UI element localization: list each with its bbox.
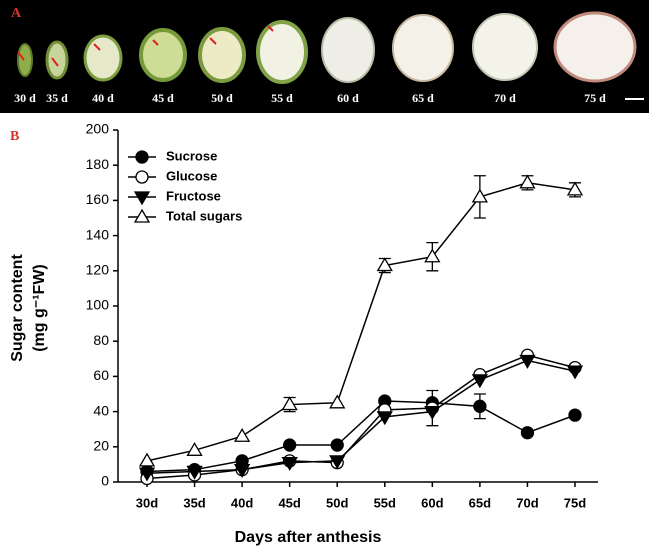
- x-tick-label: 55d: [374, 495, 396, 510]
- y-tick-label: 60: [93, 367, 109, 383]
- stage-label: 75 d: [584, 91, 606, 105]
- series-line: [146, 182, 576, 462]
- x-axis-title: Days after anthesis: [235, 529, 382, 546]
- x-tick-label: 70d: [516, 495, 538, 510]
- marker: [233, 464, 251, 478]
- x-tick-label: 35d: [183, 495, 205, 510]
- marker: [471, 374, 489, 389]
- y-axis-title: Sugar content: [9, 254, 26, 362]
- marker: [135, 170, 149, 184]
- marker: [281, 396, 298, 411]
- marker: [133, 208, 151, 223]
- x-tick-label: 45d: [278, 495, 300, 510]
- fruit-photos: [17, 11, 644, 100]
- series-line: [146, 359, 576, 474]
- panel-label: A: [11, 6, 22, 21]
- y-axis-title: (mg g⁻¹FW): [31, 264, 48, 352]
- stage-label: 70 d: [494, 91, 516, 105]
- marker: [281, 456, 298, 471]
- legend-label: Total sugars: [166, 208, 242, 223]
- marker: [283, 438, 297, 452]
- stage-label: 40 d: [92, 91, 114, 105]
- marker: [329, 394, 346, 409]
- marker: [330, 438, 344, 452]
- series-line: [146, 354, 576, 480]
- x-tick-label: 30d: [136, 495, 158, 510]
- x-tick-label: 50d: [326, 495, 348, 510]
- x-tick-label: 60d: [421, 495, 443, 510]
- plot: 0 20 40 60 80 100 120 140 160 180 200 30d 35d 40d 45d 5…: [86, 121, 598, 510]
- y-tick-label: 20: [93, 438, 109, 454]
- marker: [566, 181, 584, 196]
- marker: [568, 408, 582, 422]
- marker: [424, 405, 441, 420]
- marker: [519, 174, 536, 189]
- marker: [135, 150, 149, 164]
- x-tick-label: 65d: [469, 495, 491, 510]
- stage-label: 35 d: [46, 91, 68, 105]
- stage-label: 45 d: [152, 91, 174, 105]
- stage-label: 65 d: [412, 91, 434, 105]
- marker: [471, 188, 489, 203]
- marker: [186, 442, 203, 456]
- y-tick-label: 120: [86, 262, 110, 278]
- y-tick-label: 0: [101, 473, 109, 489]
- stage-label: 30 d: [14, 91, 36, 105]
- stage-label: 50 d: [211, 91, 233, 105]
- series-line: [146, 400, 576, 473]
- y-tick-label: 140: [86, 226, 110, 242]
- legend-label: Fructose: [166, 188, 221, 203]
- marker: [376, 257, 393, 272]
- marker: [138, 452, 156, 467]
- marker: [233, 427, 251, 442]
- marker: [566, 365, 584, 380]
- marker: [329, 455, 346, 470]
- y-tick-label: 100: [86, 297, 110, 313]
- marker: [424, 248, 441, 263]
- panel-label: B: [10, 129, 19, 144]
- y-tick-label: 80: [93, 332, 109, 348]
- stage-label: 55 d: [271, 91, 293, 105]
- marker: [376, 411, 393, 426]
- legend-label: Glucose: [166, 168, 217, 183]
- marker: [133, 191, 151, 206]
- y-tick-label: 160: [86, 191, 110, 207]
- y-tick-label: 180: [86, 156, 110, 172]
- legend-label: Sucrose: [166, 148, 217, 163]
- marker: [186, 465, 203, 480]
- stage-labels: 30 d 35 d 40 d 45 d 50 d 55 d 60 d 65 d 70 d 75 d: [14, 91, 606, 105]
- marker: [138, 467, 156, 482]
- marker: [473, 399, 487, 413]
- x-tick-label: 75d: [564, 495, 586, 510]
- marker: [520, 426, 535, 440]
- y-tick-label: 40: [93, 402, 109, 418]
- marker: [519, 354, 536, 369]
- x-tick-label: 40d: [231, 495, 253, 510]
- y-tick-label: 200: [86, 121, 110, 137]
- stage-label: 60 d: [337, 91, 359, 105]
